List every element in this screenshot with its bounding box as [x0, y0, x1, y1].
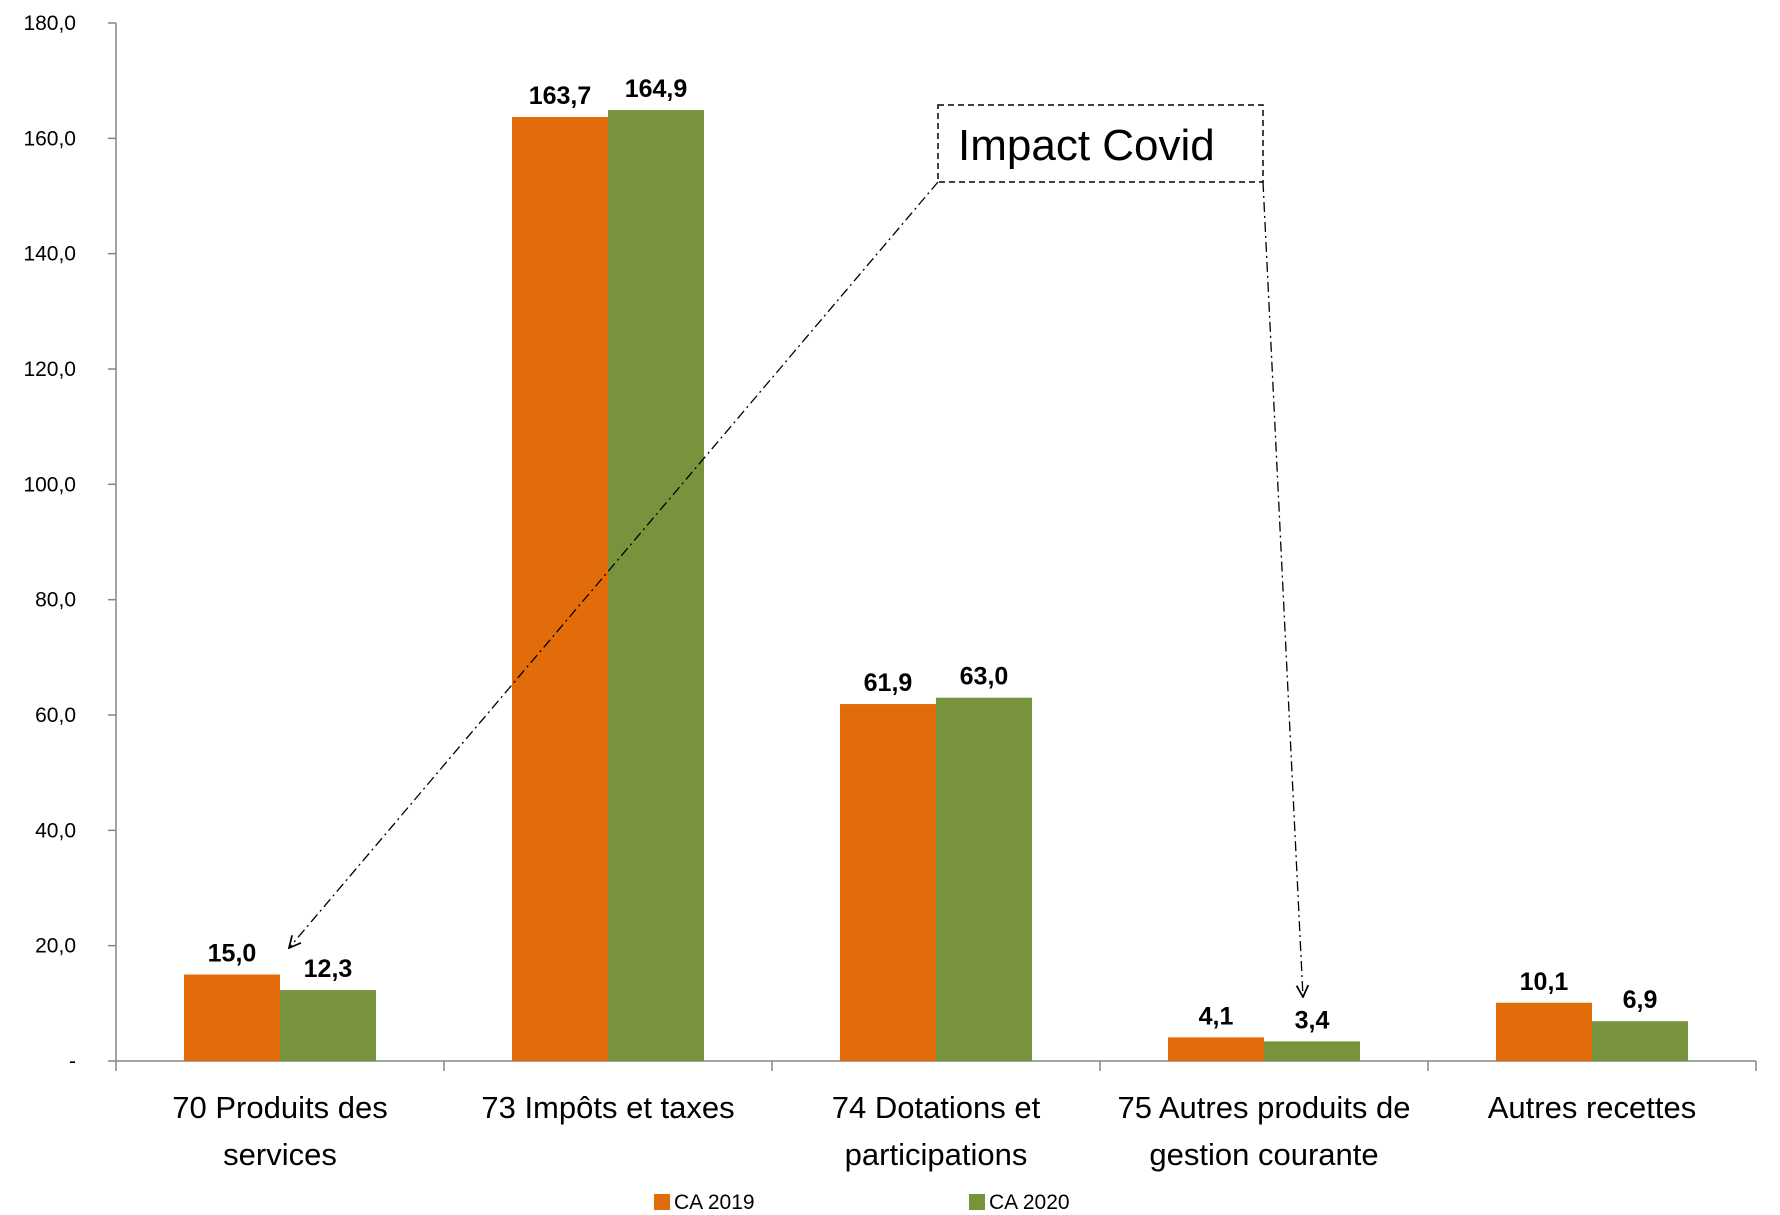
x-category-label: 74 Dotations et participations: [832, 1090, 1041, 1172]
bar-ca-2020: [936, 697, 1032, 1061]
x-category-label-line: 74 Dotations et: [832, 1090, 1041, 1125]
bar-ca-2020: [608, 110, 704, 1062]
y-tick-label: 20,0: [35, 935, 76, 958]
x-category-label-line: Autres recettes: [1488, 1090, 1696, 1125]
data-label: 15,0: [208, 940, 257, 968]
annotation-text: Impact Covid: [958, 121, 1215, 170]
y-tick-label: 100,0: [23, 473, 76, 496]
bar-ca-2019: [1496, 1002, 1592, 1061]
y-tick-label: 160,0: [23, 127, 76, 150]
annotation-arrow-left: [289, 181, 939, 948]
y-tick-label: 60,0: [35, 704, 76, 727]
bar-ca-2019: [840, 704, 936, 1061]
annotation-arrow-right: [1262, 181, 1303, 997]
bar-ca-2020: [1592, 1021, 1688, 1061]
y-tick-label: 40,0: [35, 819, 76, 842]
bar-ca-2019: [1168, 1037, 1264, 1061]
y-tick-label: 120,0: [23, 358, 76, 381]
x-axis: 70 Produits des services 73 Impôts et taxe…: [115, 1060, 1757, 1172]
data-label: 12,3: [304, 955, 353, 983]
y-axis: - 20,0 40,0 60,0 80,0 100,0 120,0 140,0 160,0 180…: [23, 12, 117, 1073]
x-category-label-line: 70 Produits des: [172, 1090, 387, 1125]
bar-ca-2019: [512, 116, 608, 1062]
x-category-label-line: gestion courante: [1149, 1137, 1378, 1172]
annotation-box: [937, 104, 1264, 183]
data-label: 164,9: [625, 75, 688, 103]
data-label: 6,9: [1623, 986, 1658, 1014]
data-label: 61,9: [864, 669, 913, 697]
data-label: 163,7: [529, 82, 592, 110]
x-category-label: 73 Impôts et taxes: [481, 1090, 734, 1125]
legend-label: CA 2019: [674, 1191, 755, 1214]
x-category-label-line: 73 Impôts et taxes: [481, 1090, 734, 1125]
bar-ca-2019: [184, 974, 280, 1061]
legend-swatch: [969, 1194, 985, 1210]
x-category-label-line: services: [223, 1137, 337, 1172]
data-label: 10,1: [1520, 968, 1569, 996]
data-labels: 15,0 163,7 61,9 4,1 10,1 12,3 164,9 63,0 3,4 6,9: [208, 75, 1658, 1034]
x-category-label: 75 Autres produits de gestion courante: [1118, 1090, 1411, 1172]
y-tick-label: 140,0: [23, 243, 76, 266]
data-label: 3,4: [1295, 1006, 1330, 1034]
y-tick-label: 80,0: [35, 589, 76, 612]
x-category-label-line: participations: [845, 1137, 1028, 1172]
bars: [184, 110, 1688, 1062]
legend-label: CA 2020: [989, 1191, 1070, 1214]
annotation: Impact Covid: [289, 104, 1303, 997]
legend-swatch: [654, 1194, 670, 1210]
data-label: 4,1: [1199, 1002, 1234, 1030]
legend: CA 2019 CA 2020: [654, 1191, 1070, 1214]
x-category-label-line: 75 Autres produits de: [1118, 1090, 1411, 1125]
y-tick-label: -: [69, 1050, 76, 1073]
y-tick-label: 180,0: [23, 12, 76, 35]
bar-ca-2020: [280, 990, 376, 1061]
data-label: 63,0: [960, 663, 1009, 691]
bar-ca-2020: [1264, 1041, 1360, 1061]
x-category-label: 70 Produits des services: [172, 1090, 387, 1172]
x-category-label: Autres recettes: [1488, 1090, 1696, 1125]
